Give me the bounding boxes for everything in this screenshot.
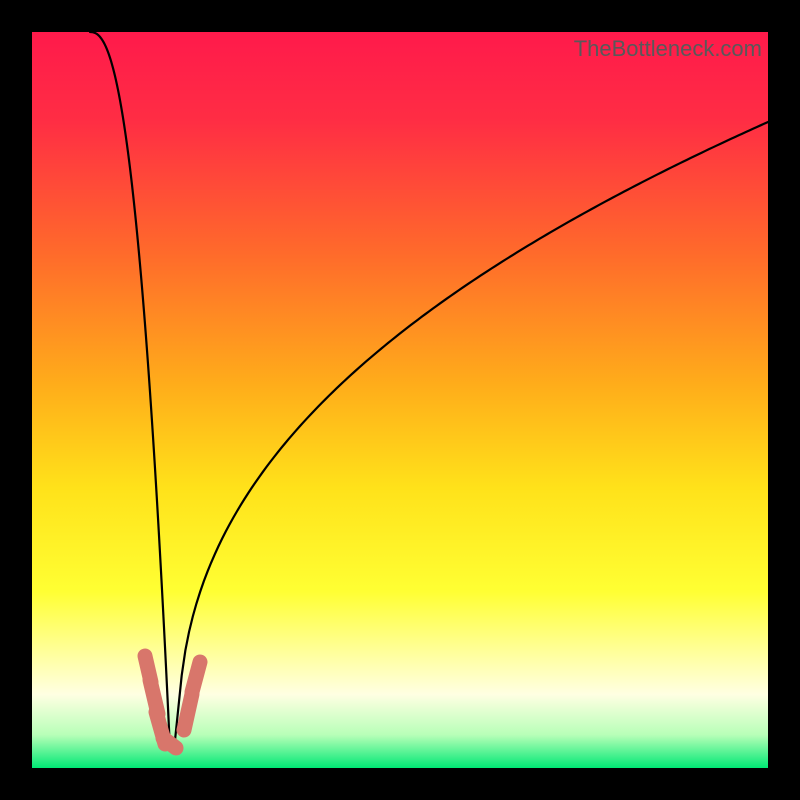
plot-area: TheBottleneck.com bbox=[32, 32, 768, 768]
curve-layer bbox=[32, 32, 768, 768]
chart-frame: TheBottleneck.com bbox=[0, 0, 800, 800]
data-marker bbox=[192, 662, 200, 692]
bottleneck-curve bbox=[90, 32, 768, 750]
data-marker bbox=[163, 738, 176, 748]
watermark-text: TheBottleneck.com bbox=[574, 36, 762, 62]
marker-group bbox=[145, 656, 200, 748]
